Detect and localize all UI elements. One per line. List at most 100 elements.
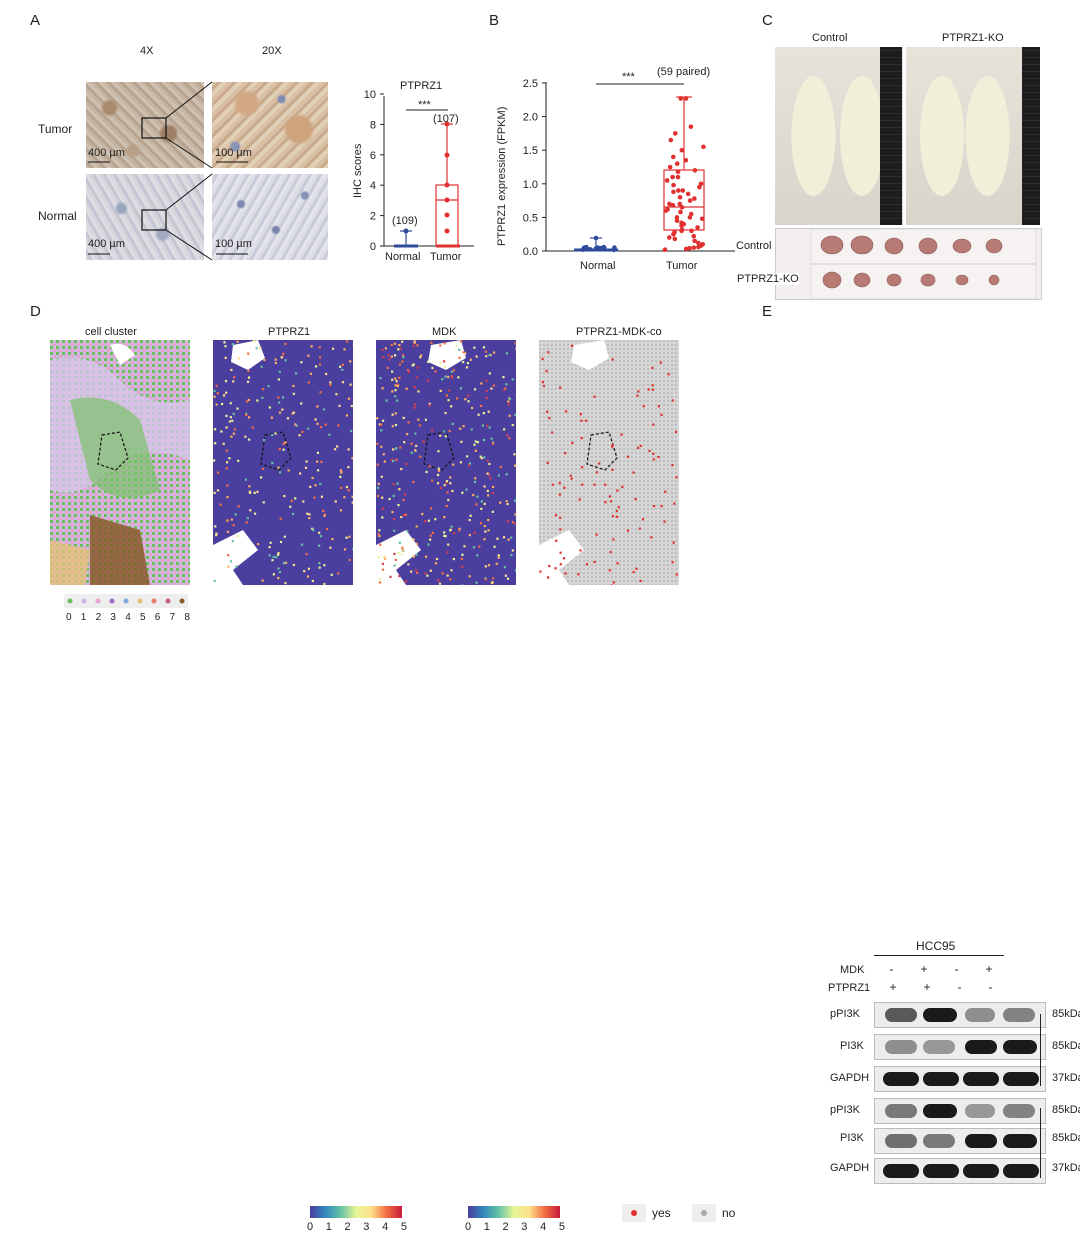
- scale2-tick-5: 5: [559, 1221, 565, 1233]
- spot: [313, 497, 315, 499]
- scale2-tick-0: 0: [465, 1221, 471, 1233]
- spot: [284, 582, 286, 584]
- spot: [214, 492, 216, 494]
- spot: [225, 392, 227, 394]
- spot: [281, 409, 283, 411]
- spot: [513, 453, 515, 455]
- spot: [309, 486, 311, 488]
- spot: [231, 518, 233, 520]
- spot: [443, 531, 445, 533]
- spot: [319, 391, 321, 393]
- spot: [431, 480, 433, 482]
- band: [885, 1134, 917, 1148]
- normal-point: [588, 247, 593, 252]
- spot: [391, 379, 393, 381]
- spot: [446, 491, 448, 493]
- spot: [391, 511, 393, 513]
- legend-no-label: no: [722, 1206, 735, 1220]
- spot: [287, 417, 289, 419]
- spot: [493, 546, 495, 548]
- spot: [402, 354, 404, 356]
- spot: [449, 482, 451, 484]
- mdk-sign-4: +: [985, 962, 992, 976]
- spot: [233, 376, 235, 378]
- spot: [512, 424, 514, 426]
- tumor-point: [701, 145, 706, 150]
- spot: [295, 372, 297, 374]
- spot: [349, 360, 351, 362]
- band: [923, 1008, 957, 1022]
- spot: [427, 543, 429, 545]
- spot: [247, 381, 249, 383]
- spot: [301, 544, 303, 546]
- fpkm-y-axis-label: PTPRZ1 expression (FPKM): [496, 107, 508, 246]
- spatial-title-ptprz1: PTPRZ1: [268, 326, 310, 338]
- spot: [633, 571, 635, 573]
- spot: [450, 569, 452, 571]
- spot: [470, 515, 472, 517]
- color-scale-ptprz1: [310, 1206, 402, 1218]
- spot: [400, 516, 402, 518]
- tumor-point: [684, 247, 689, 252]
- spot: [616, 562, 618, 564]
- tumor-point: [673, 131, 678, 136]
- spot: [261, 397, 263, 399]
- spatial-map-cluster: [50, 340, 190, 585]
- spot: [484, 525, 486, 527]
- spot: [214, 580, 216, 582]
- spot: [547, 576, 549, 578]
- spot: [552, 484, 554, 486]
- spot: [338, 405, 340, 407]
- spot: [225, 357, 227, 359]
- mdk-signs: - + - +: [876, 962, 1006, 976]
- kda-6: 37kDa: [1052, 1162, 1080, 1174]
- spot: [506, 503, 508, 505]
- spot: [483, 485, 485, 487]
- spot: [563, 557, 565, 559]
- spot: [401, 360, 403, 362]
- spot: [434, 370, 436, 372]
- spot: [609, 569, 611, 571]
- spot: [632, 471, 634, 473]
- tumor-point: [693, 168, 698, 173]
- cluster-legend-5: 5: [140, 612, 146, 623]
- cluster-legend-4: 4: [125, 612, 131, 623]
- spot: [399, 542, 401, 544]
- spot: [406, 388, 408, 390]
- spot: [254, 492, 256, 494]
- spot: [316, 461, 318, 463]
- spot: [460, 461, 462, 463]
- spot: [394, 384, 396, 386]
- spot: [514, 500, 516, 502]
- spot: [616, 510, 618, 512]
- spot: [449, 578, 451, 580]
- spot: [345, 537, 347, 539]
- spot: [307, 575, 309, 577]
- spot: [277, 467, 279, 469]
- spot: [610, 551, 612, 553]
- spot: [305, 467, 307, 469]
- spot: [481, 457, 483, 459]
- blot-row-pi3k-rep2: [874, 1128, 1046, 1154]
- spot: [440, 487, 442, 489]
- tumor-point: [673, 237, 678, 242]
- spot: [539, 570, 541, 572]
- tumor-point: [671, 183, 676, 188]
- spot: [216, 403, 218, 405]
- band: [923, 1134, 955, 1148]
- spatial-title-mdk: MDK: [432, 326, 456, 338]
- tumor-point: [676, 188, 681, 193]
- tumor-point: [676, 175, 681, 180]
- blot-label-4: pPI3K: [830, 1104, 860, 1116]
- spot: [238, 505, 240, 507]
- spot: [415, 445, 417, 447]
- spot: [387, 367, 389, 369]
- spot: [570, 475, 572, 477]
- ptprz1-sign-3: -: [957, 980, 961, 994]
- cluster-swatch: [68, 599, 73, 604]
- spot: [263, 501, 265, 503]
- spot: [316, 423, 318, 425]
- ihc-n-tumor: (107): [433, 113, 459, 125]
- kda-5: 85kDa: [1052, 1132, 1080, 1144]
- spot: [384, 460, 386, 462]
